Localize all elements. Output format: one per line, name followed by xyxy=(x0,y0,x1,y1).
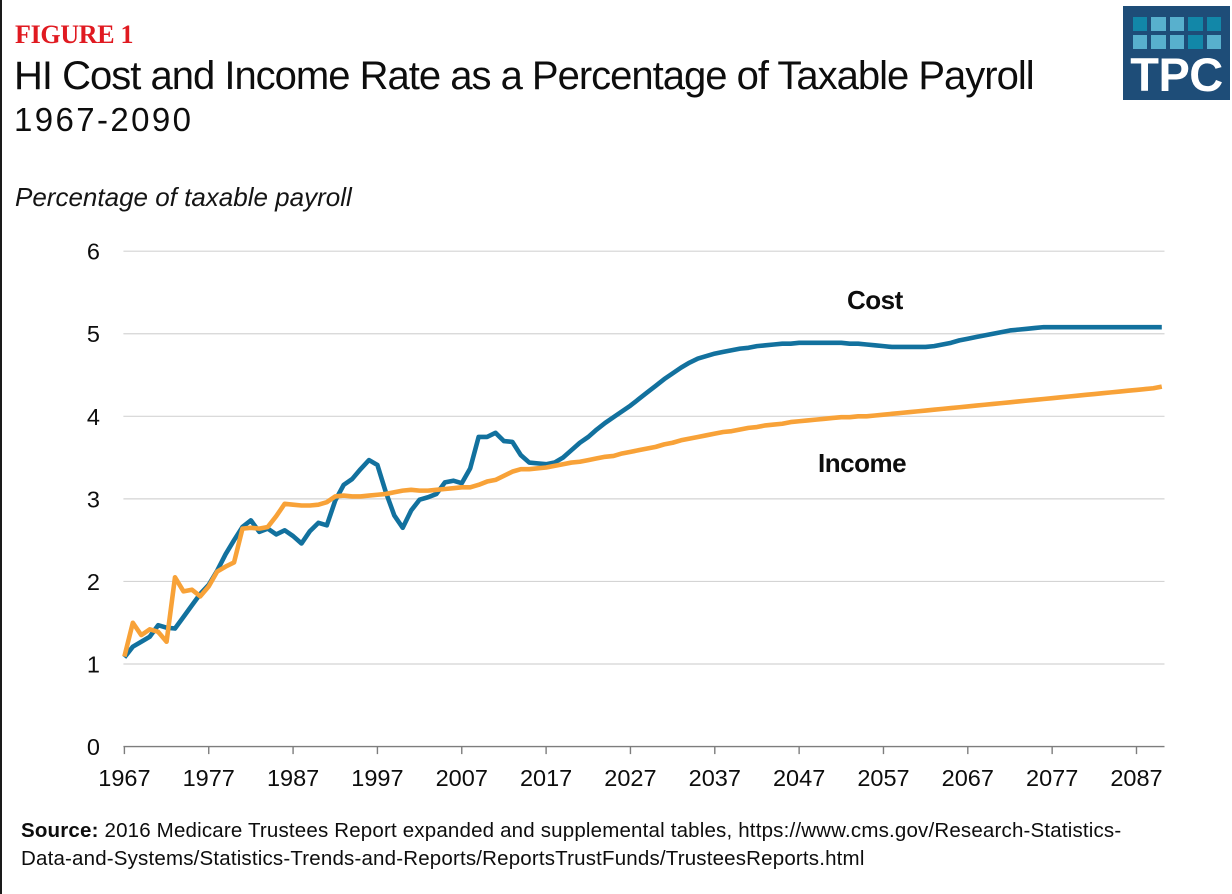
logo-squares-grid xyxy=(1132,16,1222,50)
y-tick-label-1: 1 xyxy=(87,651,100,677)
y-tick-label-6: 6 xyxy=(87,239,100,265)
logo-square xyxy=(1206,16,1222,32)
x-tick-label-2077: 2077 xyxy=(1026,765,1078,791)
logo-square xyxy=(1169,34,1185,50)
logo-square xyxy=(1132,34,1148,50)
series-line-cost xyxy=(122,324,1162,659)
logo-square xyxy=(1206,34,1222,50)
source-note: Source: 2016 Medicare Trustees Report ex… xyxy=(21,817,1121,872)
series-line-income xyxy=(122,384,1163,658)
y-axis-title: Percentage of taxable payroll xyxy=(15,182,352,212)
source-text-line2: Data-and-Systems/Statistics-Trends-and-R… xyxy=(21,846,865,870)
left-border-rule xyxy=(0,0,2,894)
logo-square xyxy=(1132,16,1148,32)
series-label-cost: Cost xyxy=(847,285,903,315)
x-tick-label-2067: 2067 xyxy=(942,765,994,791)
logo-square xyxy=(1169,16,1185,32)
logo-square xyxy=(1151,16,1166,32)
y-tick-label-4: 4 xyxy=(87,404,100,430)
source-text-line1: 2016 Medicare Trustees Report expanded a… xyxy=(104,819,1122,842)
x-tick-label-1987: 1987 xyxy=(267,765,319,791)
figure-subtitle: 1967-2090 xyxy=(14,101,194,138)
x-tick-label-2057: 2057 xyxy=(857,765,909,791)
logo-text: TPC xyxy=(1130,48,1223,101)
x-tick-label-1977: 1977 xyxy=(183,765,235,791)
x-tick-label-2087: 2087 xyxy=(1110,765,1162,791)
y-tick-label-5: 5 xyxy=(87,321,100,347)
x-tick-label-2037: 2037 xyxy=(689,765,741,791)
figure-label: FIGURE 1 xyxy=(15,20,134,49)
source-label: Source: xyxy=(21,819,99,842)
y-tick-label-2: 2 xyxy=(87,569,100,595)
x-tick-label-2007: 2007 xyxy=(436,765,488,791)
logo-square xyxy=(1188,34,1203,50)
y-tick-label-3: 3 xyxy=(87,486,100,512)
logo-square xyxy=(1188,16,1203,32)
x-tick-label-1997: 1997 xyxy=(351,765,403,791)
x-tick-label-2027: 2027 xyxy=(604,765,656,791)
series-label-income: Income xyxy=(818,448,907,478)
y-tick-label-0: 0 xyxy=(87,734,100,760)
x-tick-label-1967: 1967 xyxy=(98,765,150,791)
x-tick-label-2047: 2047 xyxy=(773,765,825,791)
figure-title: HI Cost and Income Rate as a Percentage … xyxy=(14,54,1035,98)
logo-square xyxy=(1151,34,1166,50)
x-tick-label-2017: 2017 xyxy=(520,765,572,791)
tpc-logo: TPC xyxy=(1123,6,1230,100)
